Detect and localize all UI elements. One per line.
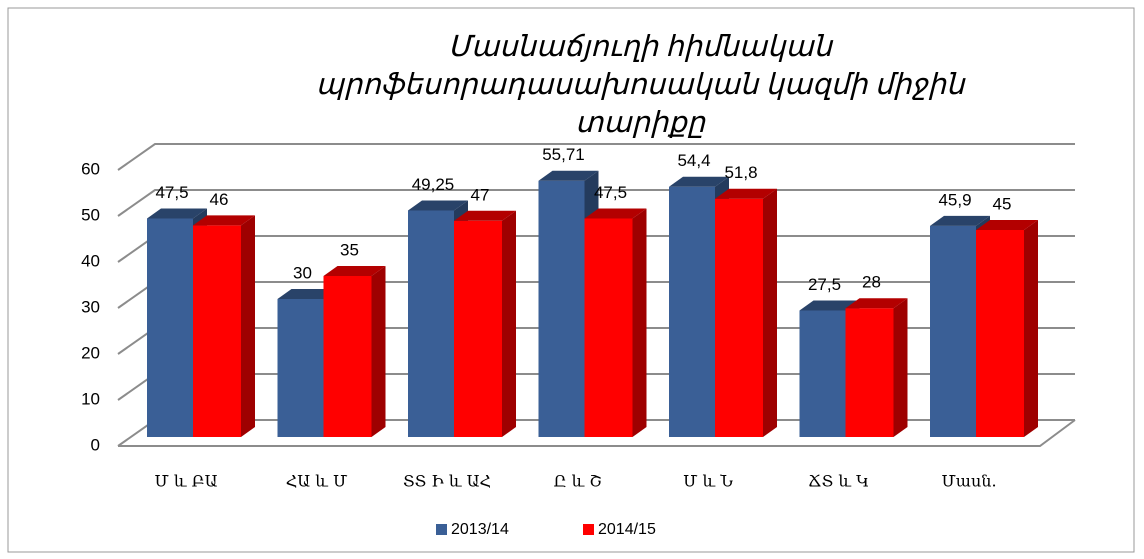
bar <box>323 276 372 437</box>
value-label: 47 <box>471 185 490 204</box>
bar-top <box>454 210 516 221</box>
bar-side <box>502 210 516 437</box>
y-tick-label: 20 <box>81 343 100 362</box>
bar-top <box>538 170 599 181</box>
value-label: 47,5 <box>155 183 188 202</box>
bar <box>799 310 846 437</box>
bar-top <box>277 289 338 299</box>
bar-top <box>323 266 386 276</box>
value-label: 55,71 <box>542 145 585 164</box>
bar-top <box>584 208 647 219</box>
y-tick-label: 10 <box>81 389 100 408</box>
value-label: 47,5 <box>594 183 627 202</box>
bar-top <box>408 200 468 211</box>
bar-top <box>930 215 990 226</box>
value-label: 45,9 <box>938 190 971 209</box>
bar-side <box>1024 220 1038 437</box>
bar <box>193 225 241 437</box>
bar-top <box>193 215 255 226</box>
value-label: 30 <box>293 263 312 282</box>
bar <box>669 186 715 437</box>
x-tick-label: ՃՏ և Կ <box>808 472 869 491</box>
bar <box>277 299 324 437</box>
bar-top <box>845 298 908 309</box>
y-tick-label: 30 <box>81 297 100 316</box>
legend-label: 2014/15 <box>598 521 656 538</box>
x-tick-label: ՏՏ Ի և ԱՀ <box>403 472 491 491</box>
bar-top <box>715 188 777 199</box>
bar <box>454 220 502 437</box>
grid-line <box>117 143 1075 171</box>
bar-side <box>371 266 386 437</box>
x-tick-label: Մ և Ն <box>683 472 733 491</box>
bar <box>408 210 454 437</box>
value-label: 28 <box>862 273 881 292</box>
bar <box>538 180 585 437</box>
bar-side <box>241 215 255 437</box>
bar <box>147 218 193 437</box>
bar <box>584 218 633 437</box>
x-tick-label: Մ և ԲԱ <box>154 472 217 491</box>
value-label: 46 <box>210 190 229 209</box>
bar-side <box>632 208 647 437</box>
chart-title: Մասնաճյուղի հիմնական պրոֆեսորադասախոսակա… <box>315 31 965 139</box>
value-label: 51,8 <box>724 163 757 182</box>
bar-side <box>763 188 777 437</box>
floor-edge <box>118 419 1076 447</box>
bar <box>976 230 1024 437</box>
value-label: 54,4 <box>677 151 710 170</box>
legend-swatch <box>583 524 594 535</box>
bar <box>845 308 894 437</box>
y-tick-label: 0 <box>91 435 100 454</box>
value-label: 35 <box>340 240 359 259</box>
value-label: 27,5 <box>808 275 841 294</box>
bar <box>715 198 763 437</box>
legend-label: 2013/14 <box>451 521 509 538</box>
bar-top <box>669 176 729 187</box>
y-tick-label: 60 <box>81 159 100 178</box>
value-label: 49,25 <box>412 175 455 194</box>
y-tick-label: 40 <box>81 251 100 270</box>
x-tick-label: Ը և Շ <box>554 472 602 491</box>
x-tick-label: Մասն. <box>941 472 996 491</box>
bar <box>930 225 976 437</box>
legend-swatch <box>436 524 447 535</box>
bar-top <box>147 208 207 219</box>
bar-top <box>976 220 1038 230</box>
value-label: 45 <box>993 194 1012 213</box>
bar-top <box>799 300 860 311</box>
x-tick-label: ՀԱ և Մ <box>286 472 348 491</box>
y-tick-label: 50 <box>81 205 100 224</box>
bar-side <box>893 298 908 437</box>
